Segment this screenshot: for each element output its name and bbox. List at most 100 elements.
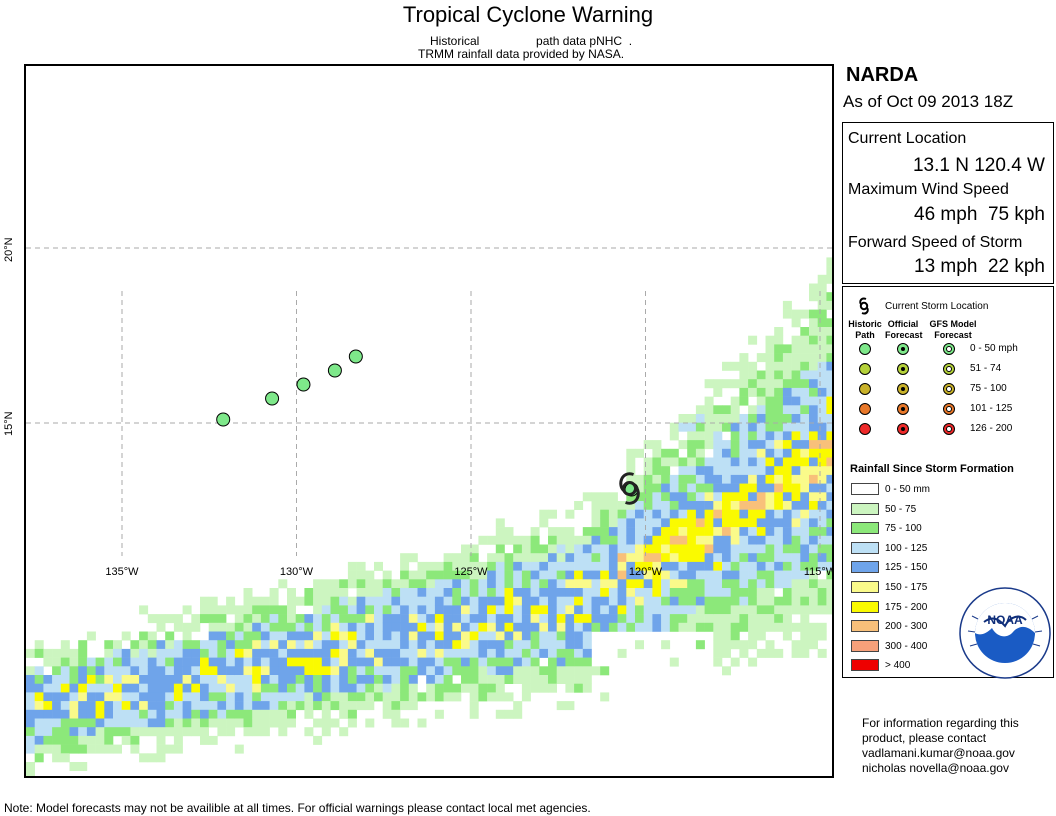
rainfall-cell — [139, 648, 149, 658]
rainfall-cell — [147, 709, 157, 719]
rainfall-cell — [652, 466, 662, 476]
rainfall-cell — [704, 422, 714, 432]
contact-email-2[interactable]: nicholas novella@noaa.gov — [862, 761, 1009, 775]
lon-label: 130°W — [280, 566, 314, 578]
rainfall-cell — [339, 701, 349, 711]
rainfall-cell — [60, 692, 70, 702]
rainfall-cell — [391, 588, 401, 597]
rainfall-cell — [774, 518, 784, 528]
rainfall-cell — [321, 579, 331, 589]
rainfall-cell — [791, 309, 801, 319]
rainfall-cell — [513, 596, 523, 606]
rainfall-cell — [321, 614, 331, 624]
rainfall-cell — [748, 379, 758, 389]
rainfall-cell — [782, 509, 792, 519]
rainfall-cell — [173, 709, 183, 719]
rainfall-cell — [513, 640, 523, 650]
rainfall-cell — [791, 344, 801, 354]
rainfall-cell — [635, 518, 644, 528]
rainfall-cell — [678, 474, 688, 484]
rainfall-cell — [748, 561, 758, 571]
rainfall-cell — [226, 718, 236, 728]
rainfall-cell — [643, 544, 653, 554]
rainfall-cell — [774, 405, 784, 415]
current-storm-symbol — [619, 472, 640, 505]
rainfall-cell — [756, 527, 766, 537]
rainfall-cell — [817, 440, 827, 450]
rainfall-cell — [635, 527, 644, 537]
rainfall-cell — [608, 501, 618, 510]
rainfall-cell — [69, 718, 79, 728]
rainfall-cell — [669, 457, 679, 467]
rainfall-cell — [469, 683, 479, 693]
rainfall-cell — [400, 553, 410, 563]
rainfall-cell — [443, 579, 453, 589]
rainfall-cell — [765, 614, 775, 624]
rainfall-cell — [565, 648, 575, 658]
rainfall-cell — [78, 648, 88, 658]
rainfall-cell — [695, 483, 705, 493]
rainfall-cell — [147, 701, 157, 711]
rainfall-cell — [669, 553, 679, 563]
rainfall-cell — [478, 605, 488, 615]
rainfall-cell — [600, 509, 610, 519]
rainfall-cell — [608, 596, 618, 606]
rainfall-cell — [809, 579, 818, 589]
rainfall-cell — [504, 666, 514, 676]
rainfall-cell — [809, 309, 818, 319]
rainfall-cell — [252, 709, 262, 719]
rainfall-cell — [321, 640, 331, 650]
rainfall-cell — [330, 683, 340, 693]
rainfall-cell — [739, 466, 749, 476]
rainfall-cell — [60, 753, 70, 763]
rainfall-cell — [687, 605, 697, 615]
rainfall-cell — [800, 535, 810, 545]
rainfall-cell — [469, 579, 479, 589]
rainfall-cell — [374, 631, 383, 641]
rainfall-cell — [495, 614, 505, 624]
rainfall-cell — [374, 622, 383, 632]
rainfall-cell — [469, 544, 479, 554]
rainfall-cell — [365, 701, 375, 711]
rainfall-cell — [374, 692, 383, 702]
rainfall-cell — [800, 640, 810, 650]
rainfall-cell — [234, 648, 244, 658]
map-frame[interactable]: 135°W 130°W 125°W 120°W 115°W — [24, 64, 834, 778]
rainfall-cell — [756, 518, 766, 528]
rainfall-cell — [591, 570, 601, 580]
max-wind-label: Maximum Wind Speed — [848, 181, 1009, 198]
rainfall-cell — [643, 474, 653, 484]
rainfall-cell — [617, 518, 627, 528]
rainfall-cell — [182, 709, 192, 719]
rainfall-cell — [582, 570, 592, 580]
rainfall-cell — [243, 675, 253, 684]
rainfall-swatch — [851, 600, 879, 613]
rainfall-cell — [504, 640, 514, 650]
rainfall-cell — [704, 483, 714, 493]
rainfall-cell — [287, 631, 296, 641]
rainfall-cell — [130, 640, 140, 650]
rainfall-cell — [173, 683, 183, 693]
rainfall-cell — [234, 666, 244, 676]
rainfall-cell — [765, 370, 775, 380]
rainfall-cell — [347, 666, 357, 676]
rainfall-label: 0 - 50 mm — [885, 484, 931, 495]
rainfall-cell — [487, 605, 497, 615]
rainfall-cell — [182, 640, 192, 650]
rainfall-cell — [226, 657, 236, 667]
rainfall-cell — [713, 614, 723, 624]
rainfall-cell — [156, 701, 166, 711]
rainfall-cell — [391, 683, 401, 693]
rainfall-cell — [791, 396, 801, 406]
contact-email-1[interactable]: vadlamani.kumar@noaa.gov — [862, 746, 1015, 760]
rainfall-cell — [234, 640, 244, 650]
rainfall-cell — [669, 588, 679, 597]
rainfall-cell — [426, 657, 436, 667]
rainfall-cell — [165, 683, 175, 693]
rainfall-cell — [774, 353, 784, 363]
rainfall-cell — [765, 353, 775, 363]
rainfall-cell — [817, 361, 827, 371]
rainfall-cell — [809, 640, 818, 650]
rainfall-cell — [469, 675, 479, 684]
rainfall-cell — [260, 683, 270, 693]
